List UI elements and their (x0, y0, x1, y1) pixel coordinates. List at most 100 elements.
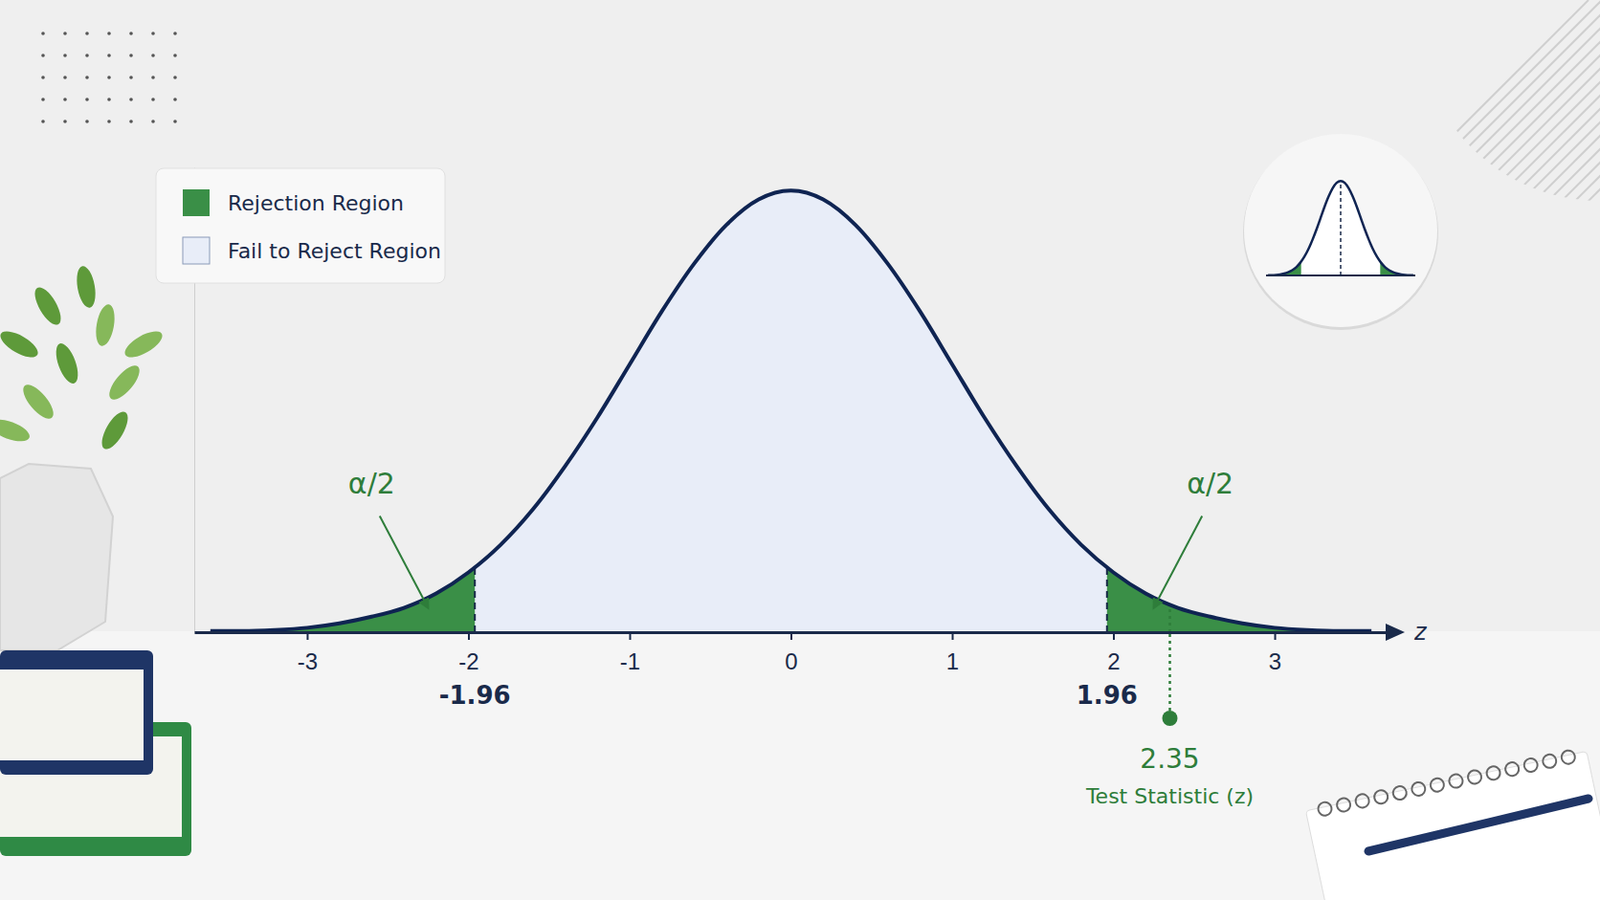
test-statistic-line (1168, 167, 1172, 633)
dot (151, 75, 156, 80)
under-curve (474, 167, 1170, 633)
dot (129, 31, 134, 36)
test-statistic-label: Test Statistic (z) (1085, 784, 1254, 809)
critical-line (473, 167, 476, 633)
dot (85, 53, 89, 58)
background (0, 0, 1600, 900)
stripe (1592, 0, 1600, 211)
stripe (1471, 0, 1600, 211)
alpha-label: α/2 (348, 466, 396, 501)
notebook (1304, 747, 1600, 900)
spiral (1391, 785, 1408, 802)
dot (85, 119, 89, 124)
spiral (1560, 749, 1578, 766)
pen (1368, 799, 1589, 852)
inset-shadow (1243, 134, 1439, 331)
density-curve (210, 190, 1372, 632)
leaf (104, 360, 145, 404)
tick: -2 (458, 632, 479, 675)
spiral (1447, 773, 1465, 790)
dot (107, 75, 112, 80)
leaf (120, 326, 166, 363)
tick: -3 (297, 632, 318, 675)
stripe (1391, 0, 1600, 211)
pot (0, 464, 113, 651)
spiral (1466, 769, 1484, 786)
dot-grid (41, 31, 178, 124)
spiral (1541, 753, 1558, 770)
tick-mark (628, 632, 631, 641)
dot (173, 119, 178, 124)
dot (129, 75, 134, 80)
dot (129, 53, 134, 58)
dot (63, 53, 67, 58)
spiral (1354, 793, 1371, 810)
dot (129, 97, 134, 102)
dot (41, 119, 45, 124)
test-statistic-value: 2.35 (1139, 743, 1200, 776)
dot (151, 119, 156, 124)
spiral (1373, 789, 1390, 806)
legend-label: Fail to Reject Region (227, 239, 442, 264)
legend: Rejection RegionFail to Reject Region (155, 168, 445, 284)
dot (41, 97, 45, 102)
leaf (96, 407, 134, 453)
leaf (0, 415, 33, 446)
legend-swatch (182, 189, 210, 217)
spiral (1316, 800, 1334, 818)
dot (173, 97, 178, 102)
tick-label: 0 (784, 648, 798, 675)
dot (107, 97, 112, 102)
dot (85, 31, 89, 36)
books (0, 650, 192, 857)
axis-title: z (1413, 619, 1428, 646)
inset-area (1267, 180, 1414, 276)
tick: -1 (620, 632, 641, 675)
dot (63, 31, 67, 36)
tick-label: 1 (946, 648, 959, 675)
leaf (73, 265, 98, 310)
critical-label: -1.96 (439, 681, 512, 711)
dot (63, 97, 67, 102)
alpha-label: α/2 (1186, 466, 1234, 501)
alpha-arrow (379, 516, 429, 609)
dot (63, 75, 67, 80)
spiral (1522, 757, 1539, 775)
spiral (1504, 761, 1521, 778)
dot (173, 31, 178, 36)
dot (151, 31, 156, 36)
test-statistic-marker (1162, 711, 1178, 727)
tick-label: 3 (1268, 648, 1282, 675)
inset-axis (1266, 274, 1416, 277)
inset-circle (1244, 133, 1438, 328)
critical-line (1106, 167, 1109, 633)
tick: 0 (784, 632, 798, 675)
dot (151, 97, 156, 102)
plant (0, 265, 167, 651)
legend-swatch (182, 237, 210, 265)
tick-mark (467, 632, 470, 641)
dot (85, 75, 89, 80)
spiral (1335, 797, 1353, 814)
alpha-arrow (1154, 516, 1203, 609)
book-pages (0, 669, 144, 761)
chart-canvas: -3-2-10123z-1.961.962.35Test Statistic (… (0, 0, 1600, 900)
dot (107, 119, 112, 124)
tick-mark (1112, 632, 1115, 641)
fail-region (210, 190, 1372, 633)
notebook-page (1306, 752, 1600, 900)
spiral (1429, 777, 1446, 794)
leaf (18, 379, 59, 423)
tick-label: -3 (297, 648, 318, 675)
dot (129, 119, 134, 124)
dot (63, 119, 67, 124)
stripe (1565, 0, 1600, 211)
tick-label: 2 (1107, 648, 1120, 675)
rejection-left (210, 190, 475, 633)
x-axis: -3 -2 -1 0 1 2 3 (195, 632, 1389, 675)
tick-mark (306, 632, 309, 641)
stripe (1525, 0, 1600, 211)
leaf (51, 340, 83, 387)
legend-box (155, 168, 445, 284)
dot (41, 53, 45, 58)
